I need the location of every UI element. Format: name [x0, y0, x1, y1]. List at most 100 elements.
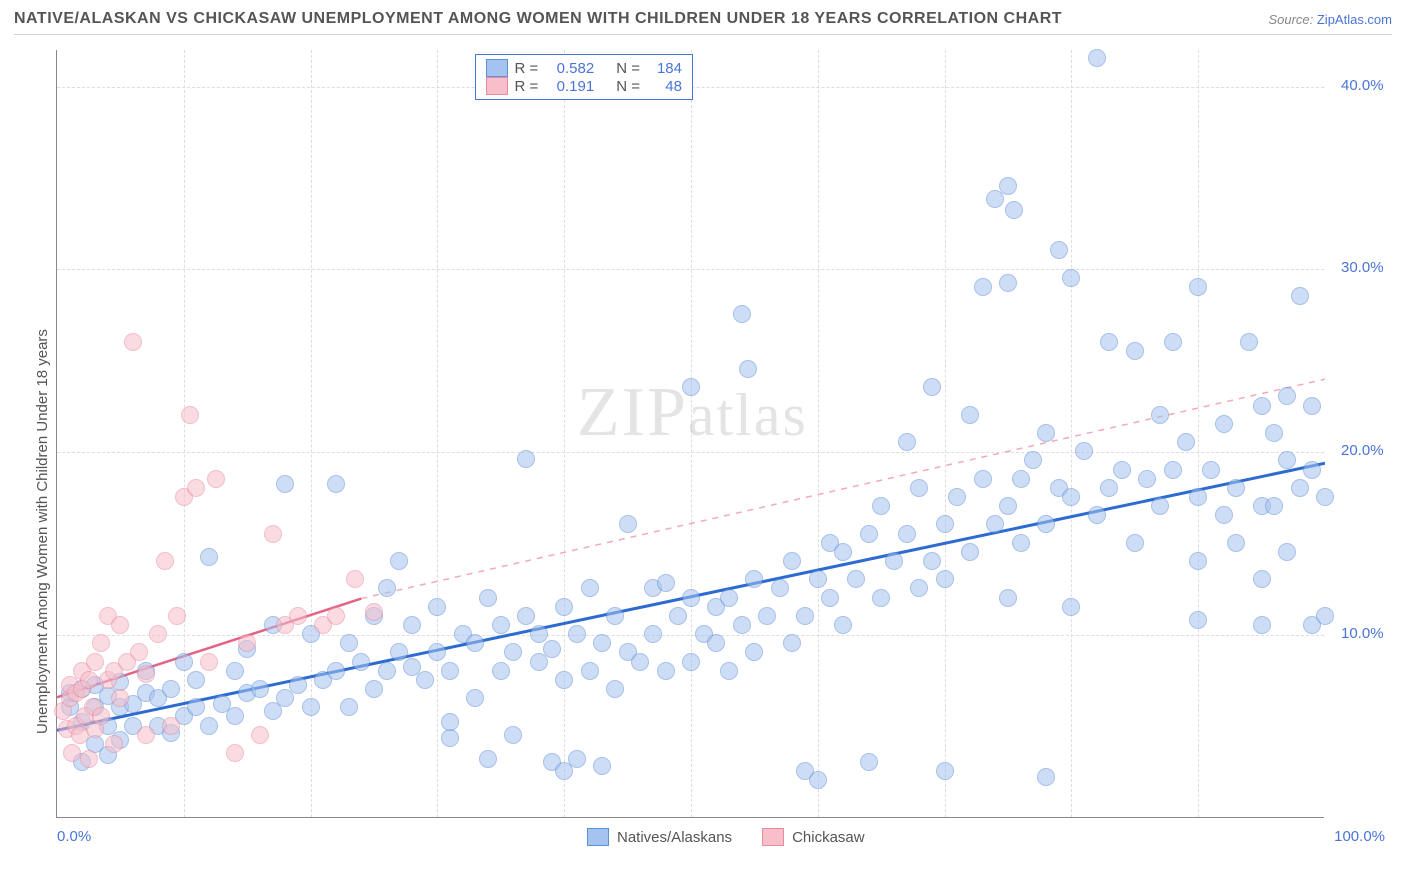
scatter-point-natives	[1227, 534, 1245, 552]
legend-r-value: 0.191	[544, 78, 594, 95]
legend-r-value: 0.582	[544, 60, 594, 77]
gridline-v	[1071, 50, 1072, 817]
scatter-point-natives	[720, 589, 738, 607]
scatter-point-natives	[682, 589, 700, 607]
scatter-point-natives	[860, 525, 878, 543]
scatter-point-natives	[733, 616, 751, 634]
scatter-point-natives	[466, 689, 484, 707]
scatter-point-natives	[441, 729, 459, 747]
scatter-point-natives	[1164, 333, 1182, 351]
legend-n-label: N =	[616, 78, 640, 95]
scatter-point-natives	[1113, 461, 1131, 479]
legend-row-natives: R =0.582N =184	[486, 59, 682, 77]
scatter-point-natives	[1151, 497, 1169, 515]
scatter-point-natives	[821, 589, 839, 607]
scatter-point-natives	[581, 579, 599, 597]
scatter-point-natives	[910, 579, 928, 597]
scatter-point-natives	[745, 570, 763, 588]
scatter-point-natives	[1024, 451, 1042, 469]
scatter-point-natives	[1138, 470, 1156, 488]
scatter-point-natives	[936, 570, 954, 588]
scatter-point-natives	[1126, 534, 1144, 552]
scatter-point-natives	[251, 680, 269, 698]
scatter-point-chickasaw	[238, 634, 256, 652]
scatter-point-chickasaw	[346, 570, 364, 588]
legend-label: Natives/Alaskans	[617, 829, 732, 846]
scatter-point-natives	[1037, 768, 1055, 786]
scatter-point-natives	[327, 475, 345, 493]
legend-row-chickasaw: R =0.191N =48	[486, 77, 682, 95]
scatter-point-natives	[885, 552, 903, 570]
scatter-point-natives	[936, 515, 954, 533]
scatter-point-natives	[745, 643, 763, 661]
scatter-point-natives	[657, 574, 675, 592]
scatter-point-natives	[390, 552, 408, 570]
scatter-point-natives	[1278, 387, 1296, 405]
scatter-point-natives	[1062, 598, 1080, 616]
scatter-point-natives	[187, 671, 205, 689]
scatter-point-chickasaw	[289, 607, 307, 625]
scatter-point-natives	[1151, 406, 1169, 424]
x-tick-label: 100.0%	[1265, 828, 1385, 845]
scatter-point-natives	[1177, 433, 1195, 451]
scatter-point-natives	[340, 634, 358, 652]
source-link[interactable]: ZipAtlas.com	[1317, 12, 1392, 27]
scatter-point-natives	[1253, 397, 1271, 415]
scatter-point-natives	[1050, 241, 1068, 259]
scatter-point-natives	[1253, 616, 1271, 634]
plot-area: 10.0%20.0%30.0%40.0%0.0%100.0%ZIPatlasR …	[56, 50, 1324, 818]
scatter-point-chickasaw	[92, 707, 110, 725]
scatter-point-natives	[733, 305, 751, 323]
scatter-point-natives	[783, 634, 801, 652]
scatter-point-natives	[1189, 278, 1207, 296]
scatter-point-natives	[555, 598, 573, 616]
scatter-point-natives	[581, 662, 599, 680]
legend-swatch	[587, 828, 609, 846]
scatter-point-natives	[1278, 451, 1296, 469]
scatter-point-natives	[504, 643, 522, 661]
scatter-point-natives	[289, 676, 307, 694]
scatter-point-natives	[340, 698, 358, 716]
scatter-point-natives	[1316, 488, 1334, 506]
scatter-point-natives	[961, 543, 979, 561]
scatter-point-natives	[936, 762, 954, 780]
scatter-point-natives	[276, 475, 294, 493]
scatter-point-natives	[1012, 534, 1030, 552]
scatter-point-natives	[1278, 543, 1296, 561]
scatter-point-natives	[428, 598, 446, 616]
scatter-point-natives	[200, 548, 218, 566]
scatter-point-natives	[1316, 607, 1334, 625]
scatter-point-natives	[898, 433, 916, 451]
y-axis-label: Unemployment Among Women with Children U…	[34, 329, 51, 734]
scatter-point-chickasaw	[200, 653, 218, 671]
scatter-point-natives	[568, 750, 586, 768]
scatter-point-natives	[739, 360, 757, 378]
legend-r-label: R =	[514, 60, 538, 77]
scatter-point-natives	[517, 607, 535, 625]
scatter-point-natives	[1253, 570, 1271, 588]
scatter-point-natives	[1164, 461, 1182, 479]
series-legend: Natives/Alaskans Chickasaw	[587, 828, 865, 846]
scatter-point-natives	[999, 274, 1017, 292]
scatter-point-natives	[466, 634, 484, 652]
scatter-point-natives	[1189, 611, 1207, 629]
scatter-point-chickasaw	[365, 603, 383, 621]
source-label: Source: ZipAtlas.com	[1268, 12, 1392, 27]
scatter-point-natives	[720, 662, 738, 680]
scatter-point-natives	[492, 616, 510, 634]
correlation-legend: R =0.582N =184R =0.191N =48	[475, 54, 693, 100]
legend-n-value: 48	[646, 78, 682, 95]
y-tick-label: 40.0%	[1341, 77, 1384, 94]
scatter-point-natives	[1189, 488, 1207, 506]
scatter-point-natives	[1062, 269, 1080, 287]
scatter-point-natives	[327, 662, 345, 680]
scatter-point-natives	[657, 662, 675, 680]
scatter-point-natives	[378, 662, 396, 680]
scatter-point-natives	[682, 378, 700, 396]
scatter-point-chickasaw	[80, 750, 98, 768]
scatter-point-natives	[1088, 506, 1106, 524]
scatter-point-natives	[1291, 479, 1309, 497]
scatter-point-natives	[809, 570, 827, 588]
legend-item-chickasaw: Chickasaw	[762, 828, 865, 846]
scatter-point-natives	[644, 625, 662, 643]
